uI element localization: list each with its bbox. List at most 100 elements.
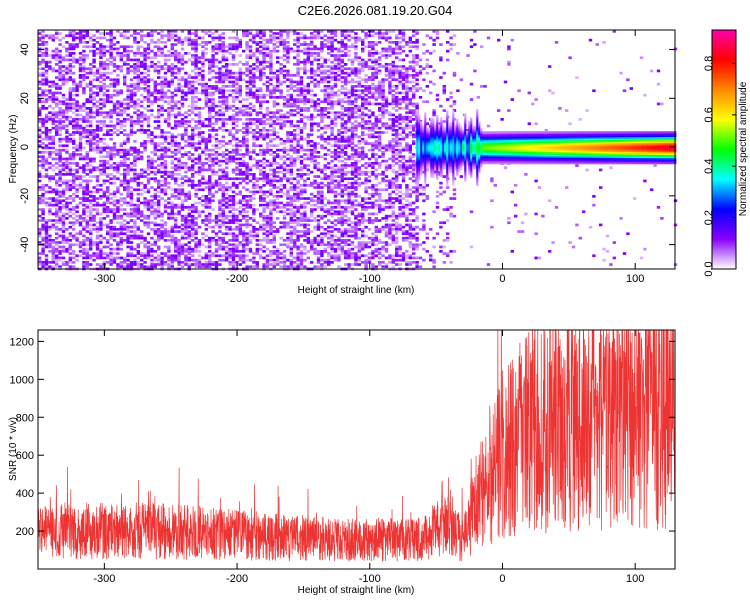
heatmap-cell [106,241,110,244]
heatmap-cell [231,126,236,130]
heatmap-cell [214,179,219,183]
heatmap-cell [133,206,137,209]
heatmap-cell [153,179,157,183]
heatmap-cell [197,78,202,82]
heatmap-cell [262,225,266,229]
heatmap-cell [72,56,76,60]
heatmap-cell [245,45,249,49]
heatmap-cell [238,223,242,227]
heatmap-cell [313,179,317,183]
heatmap-cell [248,250,253,253]
heatmap-cell [157,135,161,139]
heatmap-cell [136,45,140,49]
heatmap-cell [211,168,215,172]
heatmap-cell [187,151,191,154]
heatmap-cell [310,93,314,97]
heatmap-cell [167,131,171,134]
heatmap-cell [184,131,188,134]
heatmap-cell [296,82,300,86]
heatmap-cell [191,96,195,99]
heatmap-cell [316,30,321,33]
heatmap-cell [72,45,76,49]
heatmap-cell [150,142,154,145]
heatmap-cell [72,250,76,253]
heatmap-cell [299,98,304,101]
heatmap-cell [204,245,208,249]
heatmap-cell [313,159,317,163]
heatmap-cell [231,122,236,126]
heatmap-cell [245,54,249,57]
heatmap-cell [123,261,127,264]
heatmap-cell [269,133,273,137]
heatmap-cell [89,89,93,93]
heatmap-cell [109,155,113,159]
heatmap-cell [99,56,103,60]
heatmap-cell [262,228,266,231]
heatmap-cell [55,203,59,207]
heatmap-cell [82,34,86,38]
heatmap-cell [208,168,212,172]
heatmap-cell [276,87,280,90]
heatmap-cell [252,236,256,240]
heatmap-cell [201,41,205,44]
heatmap-cell [68,201,72,205]
heatmap-cell [95,208,100,211]
heatmap-cell [180,67,185,71]
heatmap-cell [51,225,55,229]
heatmap-cell [72,30,76,33]
heatmap-cell [306,219,310,222]
heatmap-cell [279,157,283,161]
heatmap-cell [72,71,76,75]
heatmap-cell [55,221,59,225]
heatmap-cell [265,85,270,88]
heatmap-cell [214,214,219,218]
heatmap-cell [163,155,168,159]
heatmap-cell [296,124,300,128]
heatmap-cell [102,164,106,167]
heatmap-cell [265,195,270,198]
heatmap-cell [211,144,215,148]
heatmap-cell [218,87,222,90]
heatmap-cell [208,186,212,189]
heatmap-cell [221,170,225,174]
heatmap-cell [269,241,273,244]
heatmap-cell [167,85,171,88]
heatmap-cell [289,263,293,266]
heatmap-cell [248,107,253,110]
heatmap-cell [133,58,137,62]
heatmap-cell [306,197,310,200]
heatmap-cell [272,170,276,174]
heatmap-cell [44,41,49,44]
heatmap-cell [143,265,147,269]
heatmap-cell [221,122,225,126]
heatmap-cell [211,219,215,222]
heatmap-cell [109,258,113,262]
heatmap-cell [282,210,287,214]
heatmap-cell [116,245,120,249]
heatmap-cell [153,203,157,207]
heatmap-cell [140,63,144,66]
heatmap-cell [231,247,236,251]
heatmap-cell [123,197,127,200]
heatmap-cell [167,109,171,112]
heatmap-cell [316,142,321,145]
heatmap-cell [228,52,232,55]
heatmap-cell [187,104,191,108]
heatmap-cell [65,137,69,141]
heatmap-cell [248,54,253,57]
heatmap-cell [225,256,229,260]
heatmap-cell [276,256,280,260]
heatmap-cell [85,265,89,269]
heatmap-cell [252,261,256,264]
heatmap-cell [85,115,89,119]
heatmap-cell [106,225,110,229]
heatmap-cell [289,85,293,88]
heatmap-cell [92,131,96,134]
heatmap-cell [238,153,242,156]
heatmap-cell [153,197,157,200]
heatmap-cell [140,52,144,55]
heatmap-cell [272,89,276,93]
heatmap-cell [180,162,185,165]
heatmap-cell [289,164,293,167]
heatmap-cell [255,89,259,93]
